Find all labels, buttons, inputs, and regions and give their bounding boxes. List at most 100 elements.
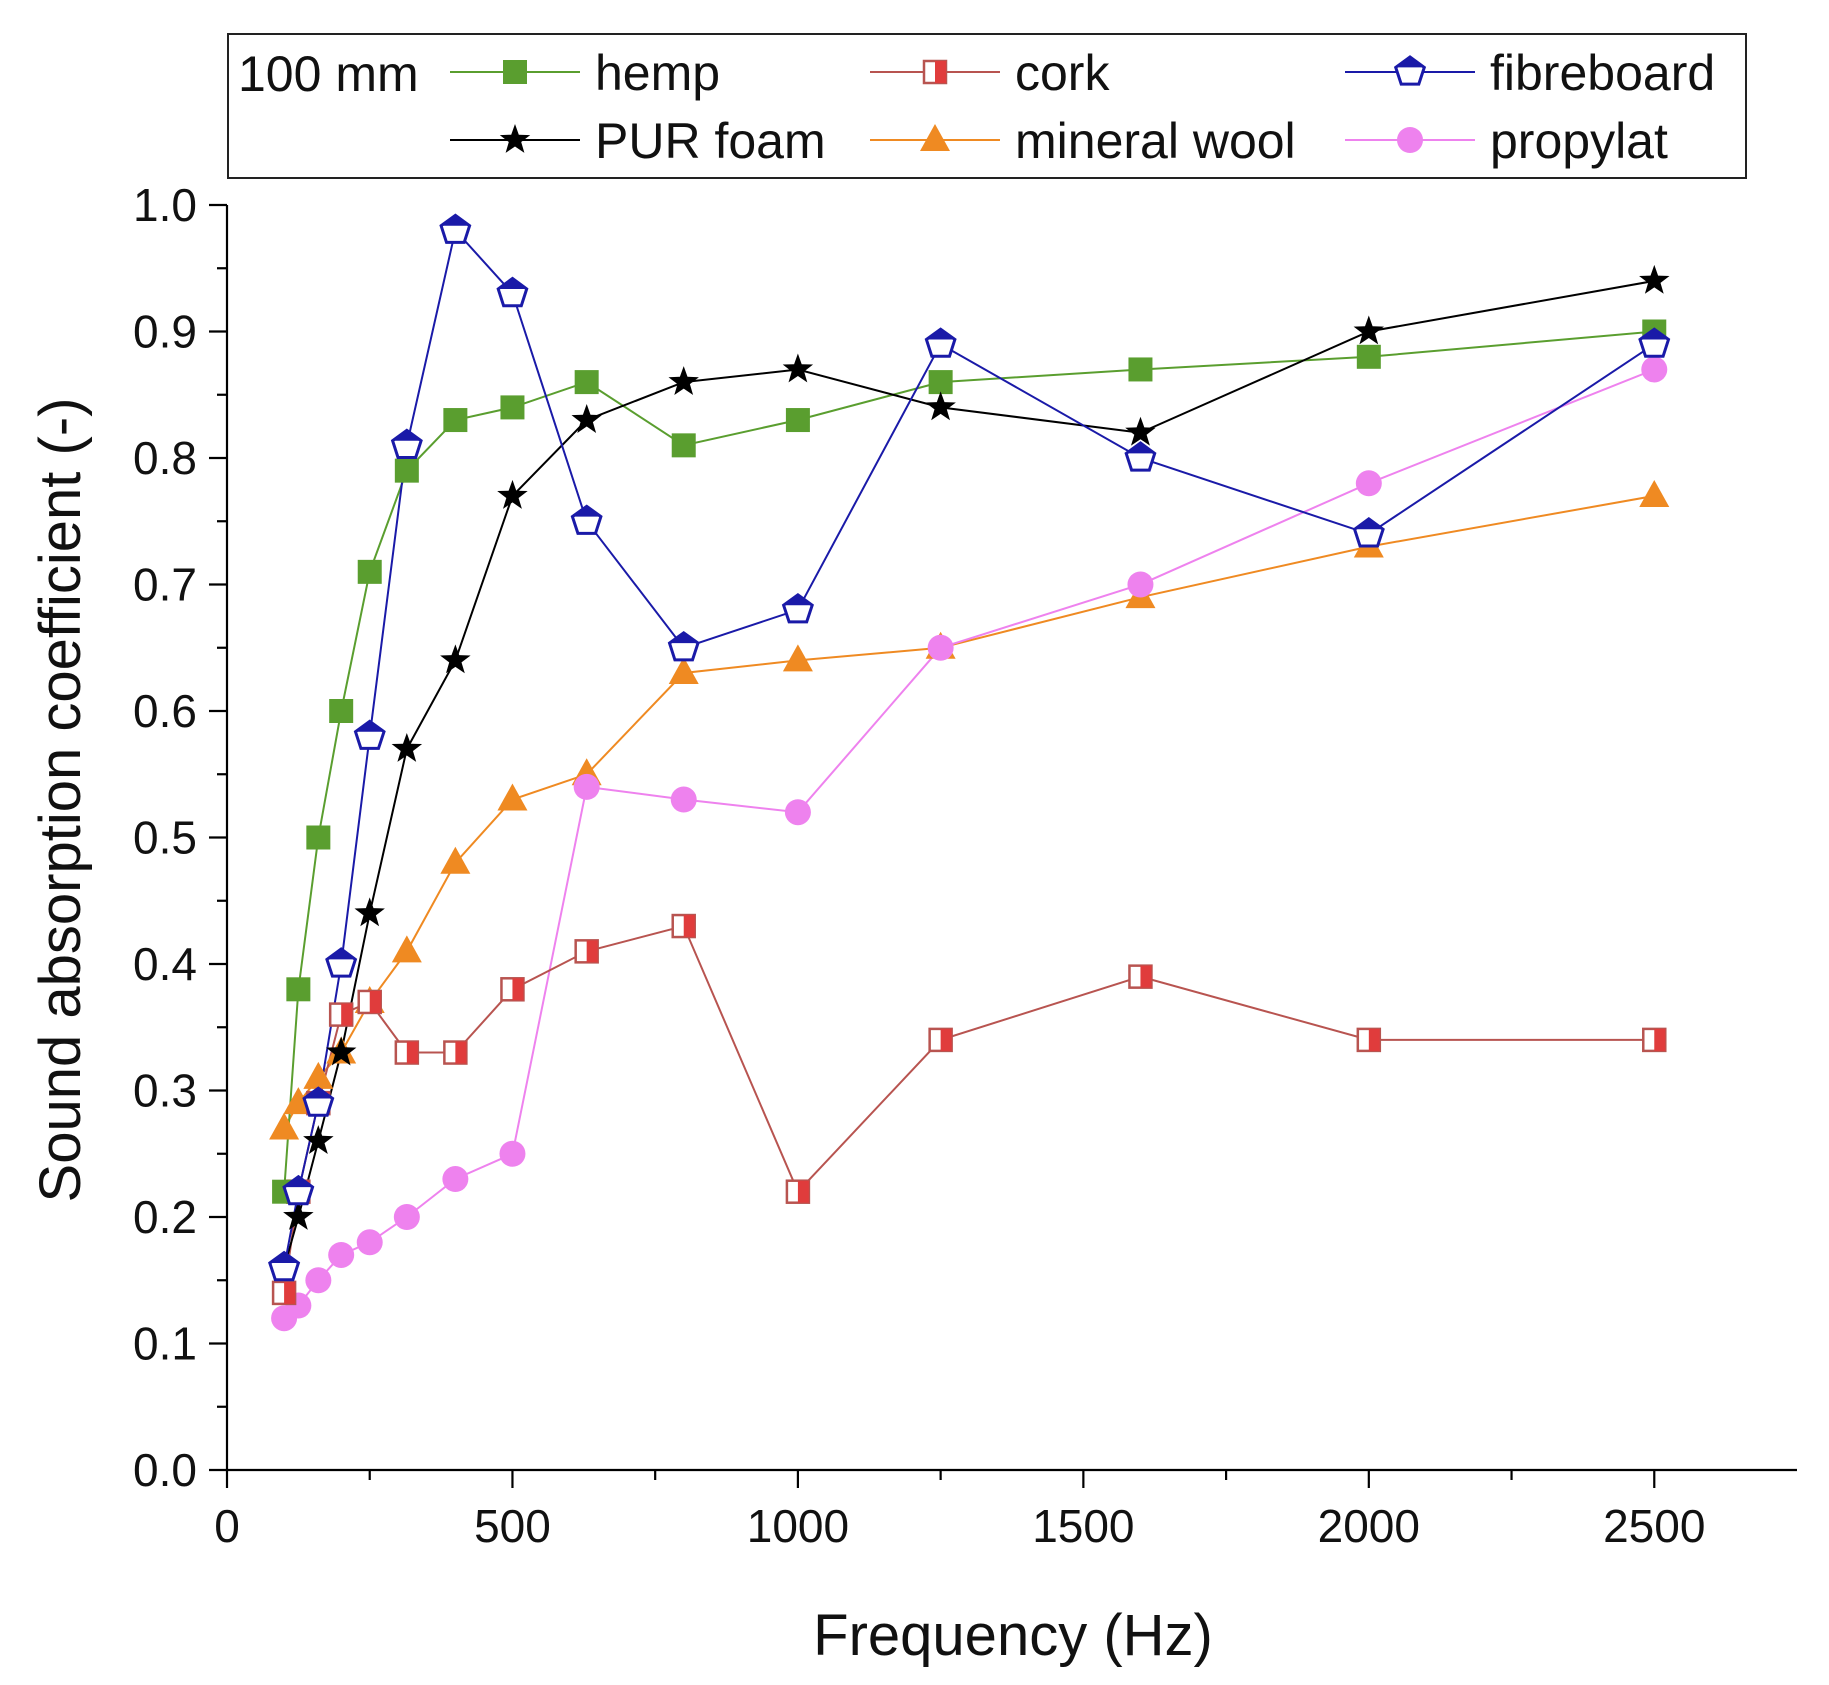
y-tick-label: 0.2: [133, 1191, 197, 1243]
data-point: [443, 408, 468, 433]
legend-label: mineral wool: [1015, 113, 1296, 169]
data-point: [356, 1229, 383, 1256]
data-point: [282, 1174, 315, 1206]
data-point: [497, 479, 528, 509]
data-point: [326, 1036, 357, 1066]
data-point: [303, 1061, 334, 1089]
data-point: [668, 657, 699, 685]
y-tick-label: 0.8: [133, 432, 197, 484]
y-tick-label: 0.4: [133, 938, 197, 990]
data-point: [353, 719, 386, 750]
data-point: [1642, 1027, 1667, 1053]
data-point: [443, 1040, 468, 1065]
data-point: [1128, 357, 1153, 382]
legend-label: cork: [1015, 45, 1110, 101]
data-point: [1128, 964, 1153, 989]
data-point: [1638, 327, 1671, 358]
legend-marker: [1393, 55, 1427, 86]
legend-title: 100 mm: [238, 46, 419, 102]
data-point: [571, 404, 602, 433]
data-point: [1641, 356, 1668, 383]
data-point: [782, 644, 813, 672]
data-point: [440, 644, 471, 674]
axes: [225, 205, 1797, 1472]
data-point: [390, 428, 423, 459]
legend-item: propylat: [1345, 113, 1668, 169]
data-point: [925, 391, 956, 421]
data-point: [1355, 470, 1382, 497]
data-point: [1353, 315, 1384, 345]
data-point: [442, 1166, 469, 1193]
data-point: [670, 786, 697, 813]
legend-item: hemp: [450, 45, 720, 101]
data-point: [671, 913, 696, 939]
y-tick-label: 0.6: [133, 685, 197, 737]
y-tick-label: 1.0: [133, 179, 197, 231]
data-point: [328, 1002, 354, 1027]
data-point: [302, 1086, 335, 1117]
data-point: [1356, 344, 1381, 369]
data-point: [781, 592, 814, 624]
data-point: [283, 1201, 314, 1230]
series-line-hemp: [283, 330, 1655, 1192]
legend-label: hemp: [595, 45, 720, 101]
y-tick-label: 0.5: [133, 812, 197, 864]
x-tick-label: 2000: [1318, 1500, 1420, 1552]
legend-marker: [920, 124, 950, 151]
series-line-cork: [283, 924, 1655, 1294]
data-point: [924, 327, 957, 358]
x-tick-label: 1500: [1032, 1500, 1134, 1552]
y-tick-label: 0.7: [133, 559, 197, 611]
data-point: [500, 395, 525, 420]
legend-marker: [922, 59, 948, 85]
x-tick-label: 1000: [747, 1500, 849, 1552]
data-point: [671, 433, 696, 458]
legend-label: propylat: [1490, 113, 1668, 169]
data-point: [1124, 441, 1157, 472]
x-tick-label: 0: [214, 1500, 240, 1552]
data-point: [269, 1112, 300, 1140]
data-point: [305, 1267, 332, 1294]
data-point: [357, 559, 382, 584]
series-line-mineral-wool: [283, 494, 1655, 1129]
data-point: [785, 408, 810, 433]
series-line-fibreboard: [283, 228, 1655, 1268]
data-point: [303, 1125, 334, 1154]
data-point: [325, 947, 358, 978]
data-point: [499, 1140, 526, 1167]
legend-marker: [1397, 127, 1423, 153]
y-tick-label: 0.1: [133, 1318, 197, 1370]
legend-item: mineral wool: [870, 113, 1296, 169]
data-point: [1639, 264, 1670, 294]
legend-item: PUR foam: [450, 113, 826, 169]
legend-box: [227, 33, 1747, 179]
data-point: [394, 1040, 420, 1065]
y-tick-label: 0.0: [133, 1444, 197, 1496]
data-point: [286, 977, 311, 1002]
data-point: [271, 1280, 297, 1306]
data-point: [328, 1241, 355, 1268]
y-tick-label: 0.3: [133, 1065, 197, 1117]
data-point: [1125, 416, 1156, 446]
data-point: [782, 353, 814, 383]
x-tick-label: 500: [474, 1500, 551, 1552]
series-lines: [283, 228, 1655, 1319]
data-point: [496, 276, 529, 308]
data-point: [927, 634, 954, 661]
legend-item: cork: [870, 45, 1110, 101]
legend-marker: [499, 124, 531, 153]
data-point: [329, 699, 354, 723]
data-point: [497, 783, 528, 811]
data-point: [1356, 1027, 1382, 1053]
data-point: [785, 1179, 811, 1204]
data-point: [1127, 571, 1154, 598]
data-point: [306, 825, 331, 850]
data-point: [574, 939, 599, 964]
data-point: [268, 1250, 301, 1282]
data-point: [570, 504, 603, 535]
data-point: [574, 370, 599, 395]
data-point: [394, 458, 419, 483]
data-point: [1352, 517, 1385, 548]
legend-label: PUR foam: [595, 113, 826, 169]
